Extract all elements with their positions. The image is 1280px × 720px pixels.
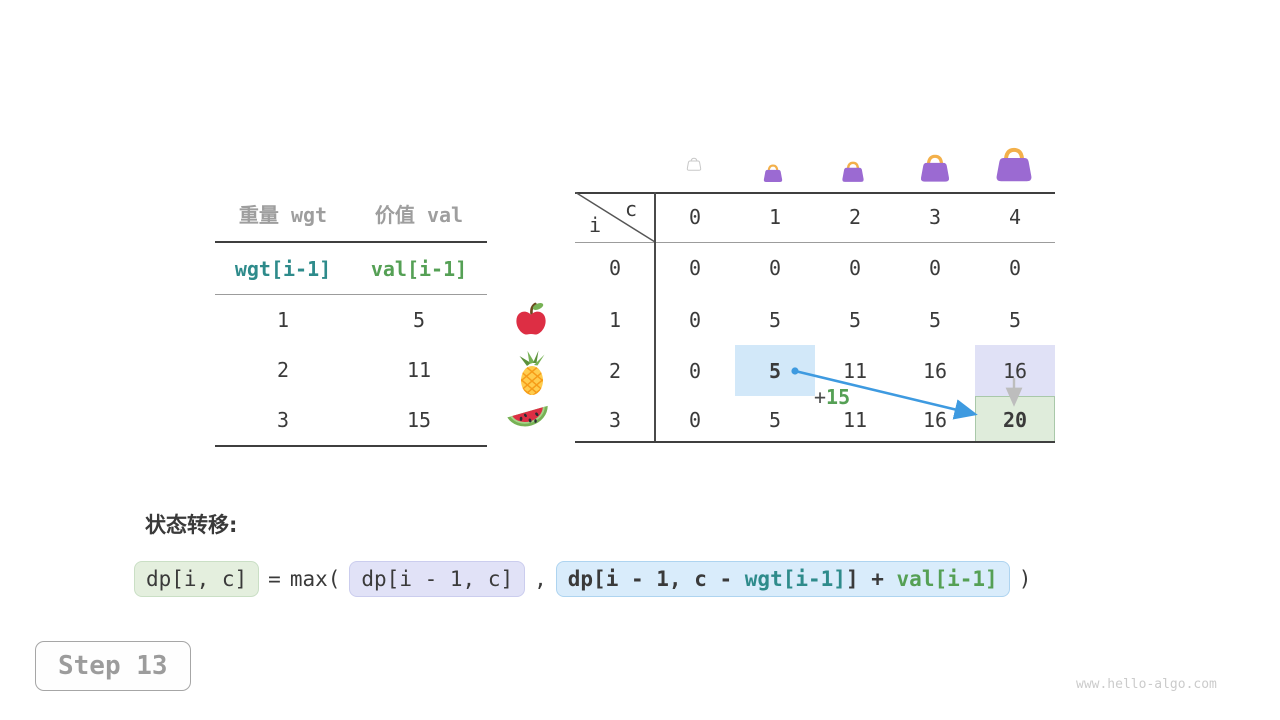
handbag-icon-3 — [919, 154, 951, 183]
item-weight: 1 — [276, 308, 290, 332]
dp-cell: 5 — [848, 307, 862, 332]
dp-cell-target-highlight: 20 — [975, 396, 1055, 443]
arg2-bracket: ] — [845, 567, 859, 591]
item-row-1: 1 5 — [215, 295, 487, 345]
dp-cell: 0 — [688, 407, 702, 432]
value-column-header: 价值 val — [374, 203, 464, 227]
val-variable: val[i-1] — [370, 256, 468, 281]
item-weight: 2 — [276, 358, 290, 382]
row-header-1: 1 — [608, 307, 622, 332]
comma: , — [534, 567, 547, 591]
col-header-0: 0 — [688, 205, 702, 229]
item-value: 15 — [406, 408, 432, 432]
item-row-3: 3 15 — [215, 395, 487, 445]
capacity-variable-label: c — [625, 197, 638, 221]
dp-corner-cell: c i — [575, 192, 655, 242]
handbag-icon-1 — [762, 164, 784, 183]
item-row-2: 2 11 — [215, 345, 487, 395]
pineapple-icon — [512, 349, 552, 397]
add-value-annotation: +15 — [814, 386, 850, 409]
col-header-1: 1 — [768, 205, 782, 229]
state-transition-formula: dp[i, c] = max( dp[i - 1, c] , dp[i - 1,… — [134, 561, 1040, 597]
item-value: 5 — [412, 308, 426, 332]
col-header-4: 4 — [1008, 205, 1022, 229]
item-weight: 3 — [276, 408, 290, 432]
arg2-dp-part: dp[i - 1, c - — [567, 567, 745, 591]
formula-arg1-box: dp[i - 1, c] — [349, 561, 526, 597]
watermelon-icon — [507, 405, 552, 432]
weight-column-header: 重量 wgt — [238, 203, 328, 227]
arg2-val-part: val[i-1] — [896, 567, 998, 591]
items-table: 重量 wgt 价值 val wgt[i-1] val[i-1] 1 5 2 11… — [215, 186, 487, 447]
dp-row-1: 1 0 5 5 5 5 — [575, 294, 1055, 345]
dp-cell: 5 — [928, 307, 942, 332]
dp-cell: 0 — [768, 256, 782, 280]
divider — [215, 241, 487, 243]
dp-cell: 0 — [1008, 256, 1022, 280]
step-badge: Step 13 — [35, 641, 191, 691]
formula-arg2-box: dp[i - 1, c - wgt[i-1]] + val[i-1] — [555, 561, 1010, 597]
plus-sign: + — [814, 385, 827, 409]
dp-cell: 0 — [688, 256, 702, 280]
state-transition-label: 状态转移: — [145, 513, 238, 537]
divider — [575, 441, 1055, 443]
dp-cell: 5 — [768, 407, 782, 432]
divider — [654, 192, 656, 443]
handbag-icon-4 — [994, 147, 1034, 183]
diagonal-divider — [575, 192, 655, 242]
dp-cell: 0 — [928, 256, 942, 280]
divider — [215, 294, 487, 295]
dp-cell: 5 — [1008, 307, 1022, 332]
dp-cell: 0 — [688, 307, 702, 332]
dp-row-0: 0 0 0 0 0 0 — [575, 242, 1055, 294]
apple-icon — [515, 301, 547, 336]
divider — [575, 192, 1055, 194]
arg2-plus: + — [858, 567, 897, 591]
handbag-icon-2 — [841, 161, 865, 183]
equals-sign: = — [268, 567, 281, 591]
dp-cell-inherit-highlight: 16 — [975, 345, 1055, 396]
divider — [215, 445, 487, 447]
close-paren: ) — [1018, 567, 1032, 591]
wgt-variable: wgt[i-1] — [234, 256, 332, 281]
watermark: www.hello-algo.com — [1076, 677, 1217, 692]
dp-cell: 16 — [922, 358, 948, 383]
items-table-header: 重量 wgt 价值 val — [215, 186, 487, 241]
empty-bag-icon — [686, 157, 702, 171]
dp-table-header-row: c i 0 1 2 3 4 — [575, 192, 1055, 242]
row-header-3: 3 — [608, 407, 622, 432]
col-header-2: 2 — [848, 205, 862, 229]
max-open: max( — [289, 567, 341, 591]
divider — [575, 242, 1055, 243]
arg2-wgt-part: wgt[i-1] — [744, 567, 846, 591]
item-index-variable-label: i — [589, 213, 602, 237]
dp-cell: 0 — [848, 256, 862, 280]
dp-cell-source-highlight: 5 — [735, 345, 815, 396]
formula-lhs-box: dp[i, c] — [134, 561, 260, 597]
row-header-2: 2 — [608, 358, 622, 383]
dp-cell: 5 — [768, 307, 782, 332]
dp-cell: 0 — [688, 358, 702, 383]
added-value: 15 — [826, 385, 851, 409]
item-value: 11 — [406, 358, 432, 382]
dp-cell: 16 — [922, 407, 948, 432]
col-header-3: 3 — [928, 205, 942, 229]
row-header-0: 0 — [608, 256, 622, 280]
items-variable-row: wgt[i-1] val[i-1] — [215, 243, 487, 294]
